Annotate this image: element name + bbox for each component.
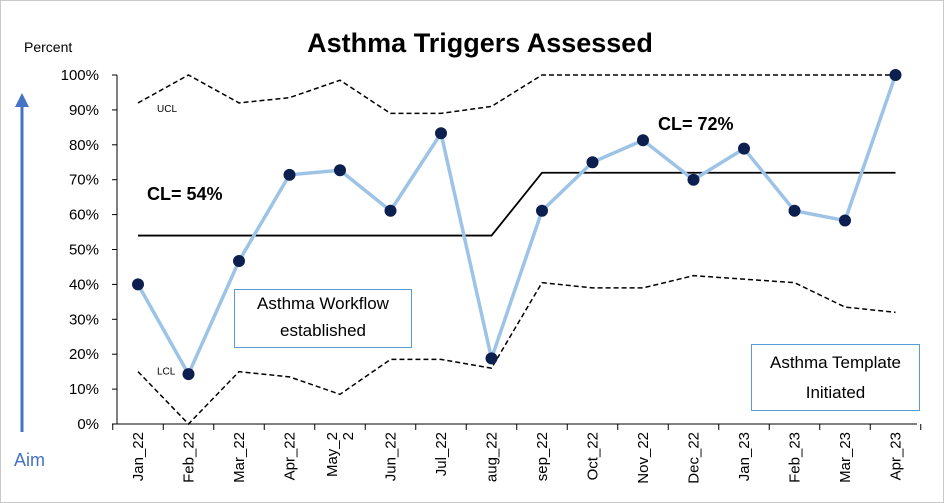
- data-point: [788, 204, 801, 217]
- x-tick-label: May_2 2: [324, 432, 357, 477]
- annotation-template: Asthma Template Initiated: [751, 344, 920, 411]
- lcl-label: LCL: [157, 367, 176, 378]
- y-tick-label: 40%: [69, 276, 99, 293]
- y-tick-label: 30%: [69, 311, 99, 328]
- x-tick-label: Apr_22: [282, 432, 299, 480]
- aim-label: Aim: [14, 450, 45, 470]
- x-tick-label: Mar_23: [837, 432, 854, 483]
- x-tick-label-line: aug_22: [484, 432, 501, 482]
- data-point: [637, 134, 649, 147]
- y-tick-label: 0%: [77, 416, 99, 433]
- y-tick-label: 90%: [69, 102, 99, 119]
- x-tick-label: Feb_23: [787, 432, 804, 483]
- x-tick-label: Feb_22: [181, 432, 198, 483]
- lcl-line: [137, 274, 896, 426]
- data-point: [738, 142, 750, 155]
- y-tick-label: 100%: [61, 67, 99, 84]
- x-tick-label-line: Apr_23: [888, 432, 905, 480]
- data-point: [132, 278, 144, 291]
- data-point: [334, 164, 346, 177]
- x-tick-label: Dec_22: [686, 432, 703, 484]
- data-point: [586, 156, 599, 169]
- x-tick-label: Nov_22: [635, 432, 652, 484]
- x-tick-label: Jul_22: [433, 432, 450, 476]
- y-tick-label: 70%: [69, 172, 99, 189]
- annotation-template-line2: Initiated: [805, 383, 866, 402]
- annotation-workflow-line1: Asthma Workflow: [257, 294, 389, 313]
- y-tick-label: 80%: [69, 137, 99, 154]
- x-tick-label: Jan_23: [736, 432, 753, 481]
- x-tick-label-line: May_2: [324, 432, 341, 477]
- y-tick-label: 60%: [69, 207, 99, 224]
- x-tick-label: aug_22: [484, 432, 501, 482]
- x-tick-label-line: Mar_23: [837, 432, 854, 483]
- data-point: [485, 352, 498, 365]
- data-point: [536, 204, 548, 217]
- center-line-label-1: CL= 54%: [147, 184, 223, 204]
- x-tick-label-line: Jan_22: [130, 432, 147, 481]
- x-tick-label-line: sep_22: [534, 432, 551, 481]
- y-tick-label: 50%: [69, 242, 99, 259]
- x-tick-label-line: Jan_23: [736, 432, 753, 481]
- ucl-line: [137, 74, 896, 115]
- x-tick-label-line: 2: [340, 432, 357, 440]
- x-tick-label: Jun_22: [383, 432, 400, 481]
- x-tick-label: Apr_23: [888, 432, 905, 480]
- data-point: [233, 255, 245, 268]
- data-point: [384, 204, 397, 217]
- data-point: [435, 127, 447, 140]
- series-line: [136, 74, 898, 376]
- y-axis-label: Percent: [24, 39, 72, 55]
- x-tick-label: sep_22: [534, 432, 551, 481]
- y-tick-label: 20%: [69, 346, 99, 363]
- data-point: [839, 214, 851, 227]
- x-tick-label-line: Oct_22: [585, 432, 602, 480]
- x-tick-label-line: Jul_22: [433, 432, 450, 476]
- annotation-workflow-line2: established: [279, 321, 366, 340]
- ucl-label: UCL: [157, 104, 177, 115]
- annotation-workflow: Asthma Workflow established: [234, 289, 412, 348]
- data-point: [283, 168, 296, 181]
- y-tick-label: 10%: [69, 381, 99, 398]
- x-tick-label-line: Nov_22: [635, 432, 652, 484]
- chart-title: Asthma Triggers Assessed: [307, 28, 653, 58]
- aim-arrow-icon: [15, 93, 29, 107]
- x-tick-label-line: Feb_23: [787, 432, 804, 483]
- center-line: [138, 171, 896, 237]
- x-tick-label: Oct_22: [585, 432, 602, 480]
- data-point: [182, 368, 195, 381]
- x-tick-label-line: Jun_22: [383, 432, 400, 481]
- x-tick-label-line: Apr_22: [282, 432, 299, 480]
- x-tick-label: Mar_22: [231, 432, 248, 483]
- data-point: [687, 173, 700, 186]
- center-line-label-2: CL= 72%: [658, 114, 734, 134]
- x-tick-label: Jan_22: [130, 432, 147, 481]
- x-tick-label-line: Dec_22: [686, 432, 703, 484]
- x-tick-label-line: Feb_22: [181, 432, 198, 483]
- annotation-template-line1: Asthma Template: [769, 353, 902, 372]
- data-point: [889, 69, 902, 81]
- x-tick-label-line: Mar_22: [231, 432, 248, 483]
